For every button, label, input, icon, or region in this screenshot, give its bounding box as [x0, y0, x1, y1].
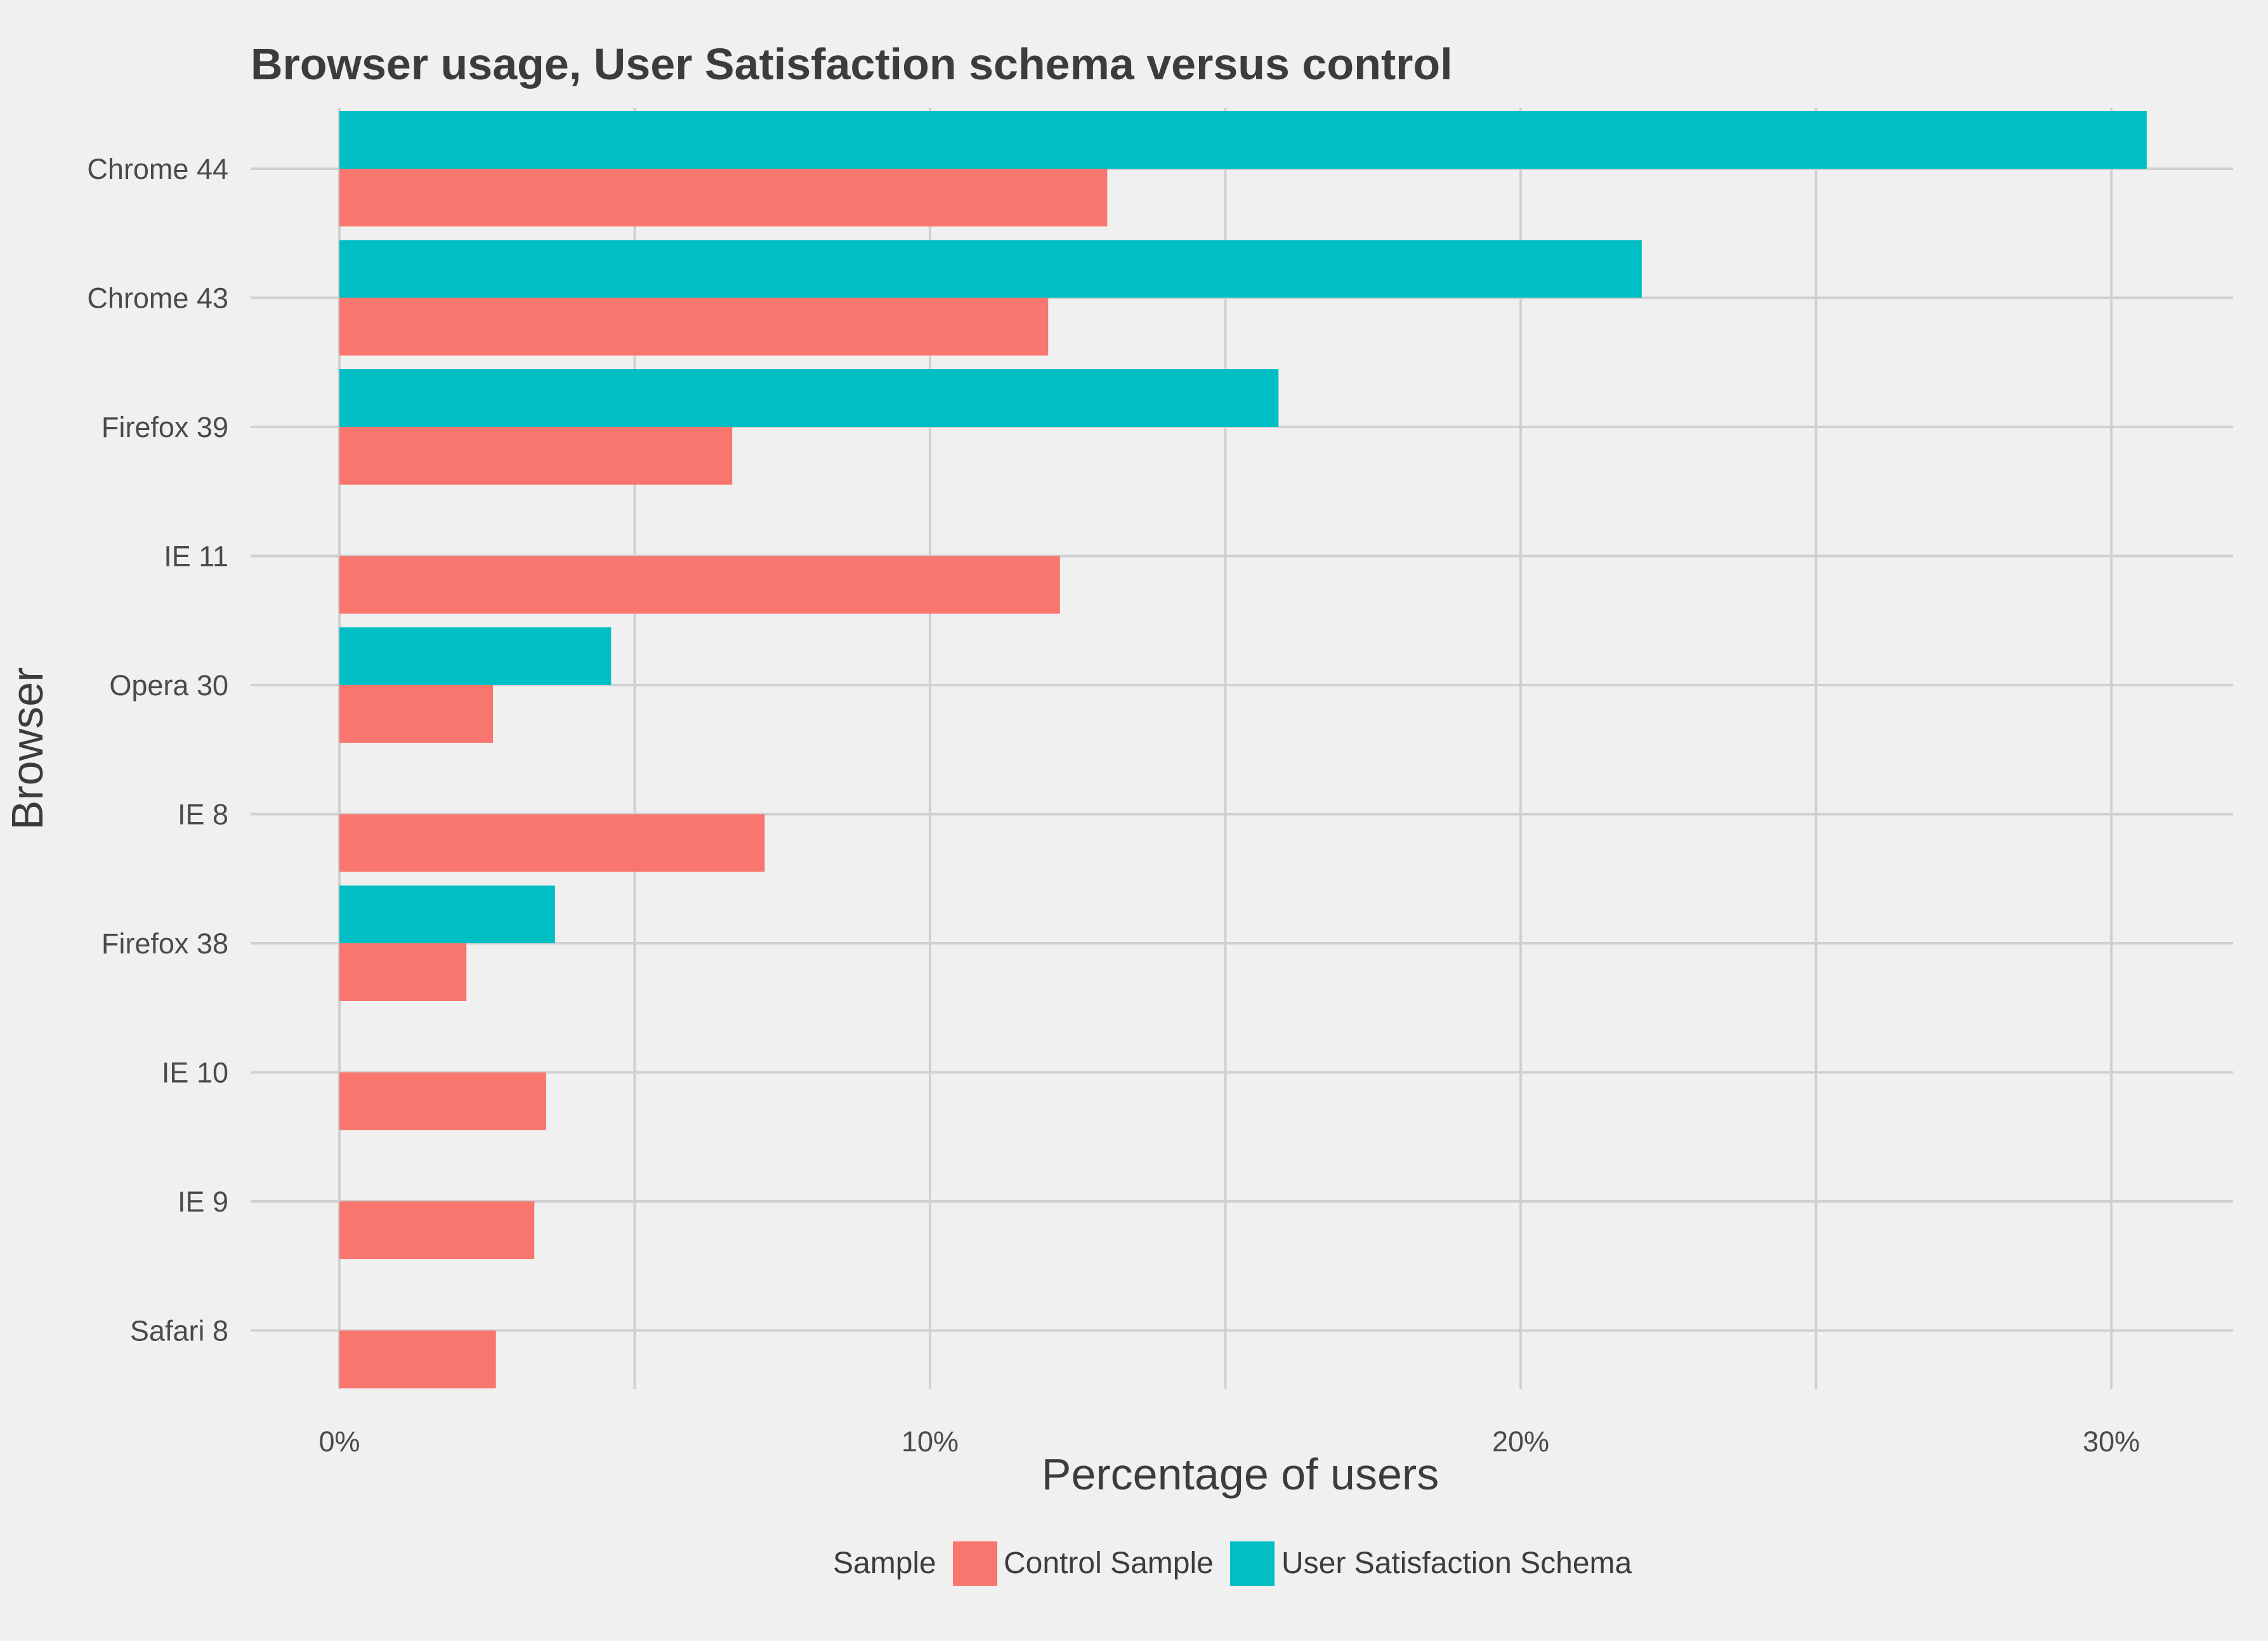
legend-label-control-sample: Control Sample: [1004, 1546, 1214, 1580]
y-tick-label-chrome-43: Chrome 43: [87, 282, 228, 315]
x-tick-labels: 0% 10% 20% 30%: [318, 1425, 2140, 1458]
bar-control-sample-opera-30: [339, 685, 494, 743]
y-tick-label-chrome-44: Chrome 44: [87, 153, 228, 185]
y-tick-label-safari-8: Safari 8: [130, 1315, 228, 1347]
y-tick-label-firefox-38: Firefox 38: [102, 927, 228, 960]
bars: [339, 111, 2147, 1389]
bar-user-satisfaction-schema-firefox-38: [339, 886, 555, 943]
y-tick-labels: Chrome 44 Chrome 43 Firefox 39 IE 11 Opera 3…: [87, 153, 228, 1347]
bar-control-sample-ie-9: [339, 1201, 535, 1259]
bar-control-sample-chrome-44: [339, 169, 1108, 226]
bar-user-satisfaction-schema-opera-30: [339, 627, 612, 685]
y-tick-label-ie-10: IE 10: [162, 1057, 228, 1089]
legend-swatch-user-satisfaction-schema: [1230, 1541, 1275, 1586]
legend-label-user-satisfaction-schema: User Satisfaction Schema: [1281, 1546, 1632, 1580]
x-axis-title: Percentage of users: [1042, 1449, 1439, 1499]
bar-user-satisfaction-schema-firefox-39: [339, 369, 1279, 427]
y-tick-label-opera-30: Opera 30: [109, 669, 228, 702]
bar-control-sample-ie-11: [339, 556, 1060, 614]
y-tick-label-ie-11: IE 11: [164, 540, 228, 573]
legend-title: Sample: [833, 1546, 936, 1580]
bar-control-sample-ie-10: [339, 1072, 546, 1130]
legend: Sample Control Sample User Satisfaction …: [833, 1541, 1632, 1586]
bar-control-sample-firefox-39: [339, 427, 733, 485]
x-tick-label-10: 10%: [901, 1425, 959, 1458]
bar-control-sample-ie-8: [339, 814, 765, 872]
y-axis-title: Browser: [3, 667, 52, 830]
x-tick-label-30: 30%: [2083, 1425, 2140, 1458]
bar-user-satisfaction-schema-chrome-44: [339, 111, 2147, 169]
bar-control-sample-firefox-38: [339, 943, 467, 1001]
bar-control-sample-chrome-43: [339, 297, 1049, 356]
y-tick-label-firefox-39: Firefox 39: [102, 411, 228, 443]
legend-swatch-control-sample: [953, 1541, 997, 1586]
y-tick-label-ie-8: IE 8: [178, 799, 228, 831]
x-tick-label-20: 20%: [1492, 1425, 1549, 1458]
bar-user-satisfaction-schema-chrome-43: [339, 240, 1642, 298]
x-tick-label-0: 0%: [318, 1425, 360, 1458]
y-tick-label-ie-9: IE 9: [178, 1186, 228, 1218]
bar-control-sample-safari-8: [339, 1330, 496, 1389]
chart-title: Browser usage, User Satisfaction schema …: [251, 39, 1453, 89]
